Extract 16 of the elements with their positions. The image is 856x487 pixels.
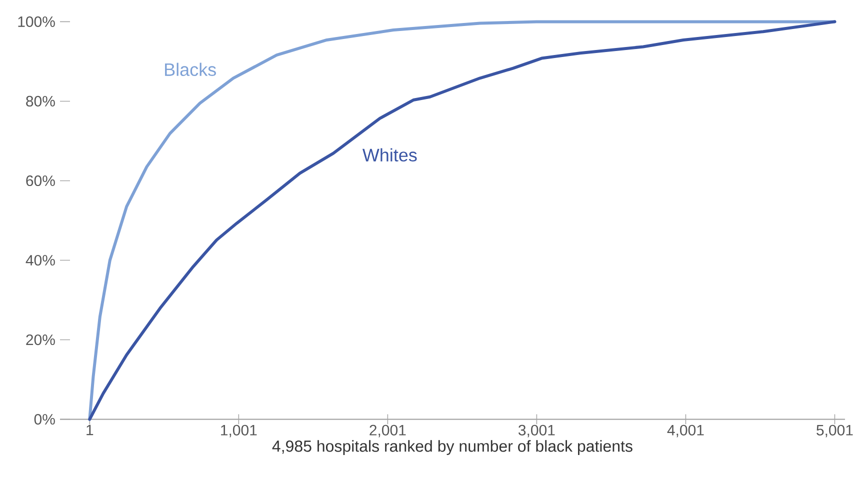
x-axis-title: 4,985 hospitals ranked by number of black patients: [272, 440, 632, 456]
y-tick-label: 60%: [26, 175, 55, 186]
line-series: [88, 20, 836, 421]
x-tick-label: 3,001: [518, 424, 555, 438]
x-tick-label: 5,001: [816, 424, 853, 438]
series-label: Whites: [362, 148, 417, 162]
x-tick-label: 4,001: [667, 424, 704, 438]
series-label: Blacks: [165, 62, 216, 76]
y-tick-label: 40%: [26, 254, 55, 266]
y-tick-label: 80%: [26, 96, 55, 107]
y-tick-label: 0%: [34, 414, 55, 425]
x-tick-label: 1,001: [221, 424, 257, 438]
y-tick-label: 100%: [18, 16, 55, 27]
x-tick-label: 2,001: [370, 424, 406, 438]
y-tick-label: 20%: [26, 334, 55, 346]
x-tick-label: 1: [86, 424, 94, 436]
